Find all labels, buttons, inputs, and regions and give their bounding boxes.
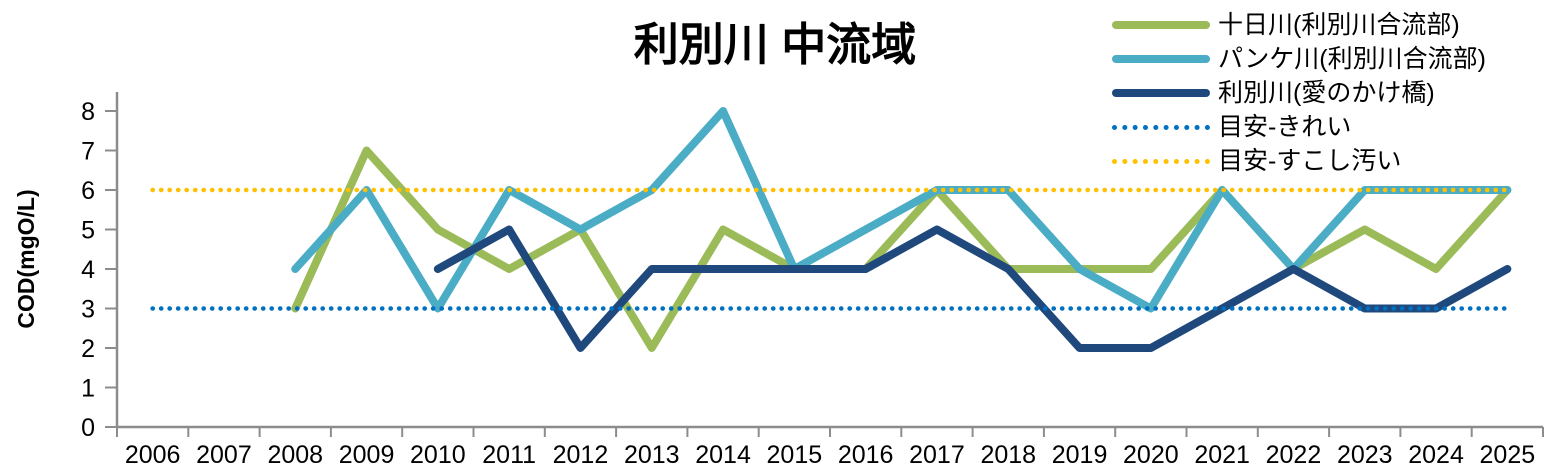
legend-label: 十日川(利別川合流部): [1218, 10, 1460, 39]
y-tick-label: 0: [81, 414, 95, 442]
y-tick-label: 5: [81, 217, 95, 245]
x-tick-label: 2020: [1123, 441, 1179, 469]
x-tick-label: 2016: [838, 441, 894, 469]
x-tick-label: 2015: [767, 441, 823, 469]
x-tick-label: 2023: [1337, 441, 1393, 469]
y-tick-label: 3: [81, 296, 95, 324]
x-tick-label: 2009: [339, 441, 395, 469]
x-tick-label: 2012: [553, 441, 609, 469]
series-line-0: [291, 146, 1512, 352]
legend-item-pankegawa: パンケ川(利別川合流部): [1112, 42, 1486, 76]
y-tick-label: 4: [81, 256, 95, 284]
legend-label: 目安-すこし汚い: [1218, 146, 1402, 175]
x-tick-label: 2018: [980, 441, 1036, 469]
y-tick-label: 7: [81, 138, 95, 166]
legend-item-tookagawa: 十日川(利別川合流部): [1112, 8, 1486, 42]
legend-label: パンケ川(利別川合流部): [1218, 44, 1486, 73]
y-axis-title: COD(mgO/L): [13, 189, 39, 328]
x-tick-label: 2025: [1480, 441, 1536, 469]
x-tick-label: 2017: [909, 441, 965, 469]
x-tick-label: 2019: [1052, 441, 1108, 469]
legend-item-guide-clean: 目安-きれい: [1112, 110, 1486, 144]
x-tick-label: 2022: [1266, 441, 1322, 469]
y-tick-label: 6: [81, 177, 95, 205]
x-tick-label: 2007: [196, 441, 252, 469]
legend-item-guide-slightly-dirty: 目安-すこし汚い: [1112, 144, 1486, 178]
x-tick-label: 2021: [1194, 441, 1250, 469]
y-tick-label: 8: [81, 98, 95, 126]
legend-swatch-green-line-icon: [1112, 21, 1210, 29]
legend-label: 目安-きれい: [1218, 112, 1352, 141]
legend: 十日川(利別川合流部) パンケ川(利別川合流部) 利別川(愛のかけ橋) 目安-き…: [1112, 8, 1486, 178]
legend-item-toshibetsugawa: 利別川(愛のかけ橋): [1112, 76, 1486, 110]
x-tick-label: 2010: [410, 441, 466, 469]
x-tick-label: 2024: [1408, 441, 1464, 469]
legend-swatch-teal-line-icon: [1112, 55, 1210, 63]
chart-title: 利別川 中流域: [634, 19, 917, 70]
legend-swatch-yellow-dotted-line-icon: [1112, 158, 1210, 164]
x-tick-label: 2006: [125, 441, 181, 469]
x-tick-label: 2011: [482, 441, 536, 469]
x-tick-label: 2008: [267, 441, 323, 469]
legend-label: 利別川(愛のかけ橋): [1218, 78, 1435, 107]
series-line-1: [291, 107, 1512, 313]
series-line-2: [433, 225, 1512, 352]
legend-swatch-navy-line-icon: [1112, 89, 1210, 97]
x-tick-label: 2014: [695, 441, 751, 469]
y-tick-label: 1: [81, 375, 95, 403]
legend-swatch-blue-dotted-line-icon: [1112, 124, 1210, 130]
x-tick-label: 2013: [624, 441, 680, 469]
y-tick-label: 2: [81, 335, 95, 363]
